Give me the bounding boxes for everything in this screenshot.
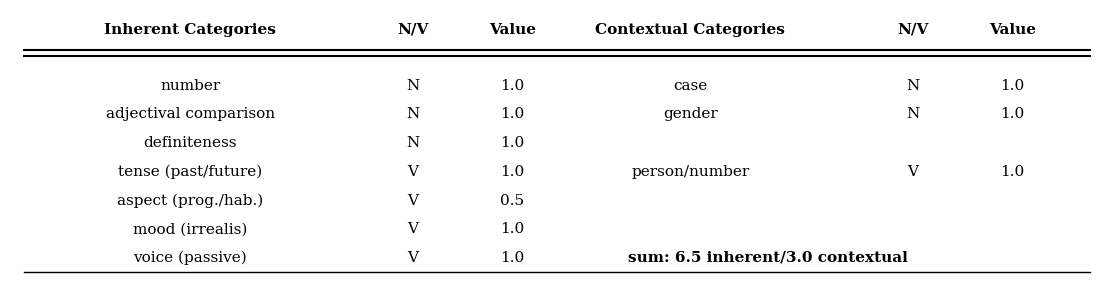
Text: N: N: [405, 79, 419, 93]
Text: N/V: N/V: [897, 23, 928, 37]
Text: N/V: N/V: [397, 23, 428, 37]
Text: 1.0: 1.0: [1000, 165, 1025, 179]
Text: definiteness: definiteness: [144, 136, 237, 150]
Text: tense (past/future): tense (past/future): [118, 165, 263, 179]
Text: mood (irrealis): mood (irrealis): [133, 222, 247, 236]
Text: case: case: [673, 79, 707, 93]
Text: V: V: [407, 165, 418, 179]
Text: V: V: [407, 194, 418, 208]
Text: Contextual Categories: Contextual Categories: [595, 23, 785, 37]
Text: 1.0: 1.0: [500, 165, 525, 179]
Text: N: N: [405, 136, 419, 150]
Text: sum: 6.5 inherent/3.0 contextual: sum: 6.5 inherent/3.0 contextual: [628, 251, 908, 265]
Text: 1.0: 1.0: [500, 136, 525, 150]
Text: N: N: [906, 79, 919, 93]
Text: adjectival comparison: adjectival comparison: [106, 107, 275, 121]
Text: person/number: person/number: [632, 165, 750, 179]
Text: 1.0: 1.0: [500, 251, 525, 265]
Text: Value: Value: [489, 23, 536, 37]
Text: aspect (prog./hab.): aspect (prog./hab.): [117, 193, 263, 208]
Text: 1.0: 1.0: [1000, 79, 1025, 93]
Text: V: V: [407, 251, 418, 265]
Text: Value: Value: [989, 23, 1036, 37]
Text: V: V: [907, 165, 918, 179]
Text: 1.0: 1.0: [500, 222, 525, 236]
Text: Inherent Categories: Inherent Categories: [105, 23, 276, 37]
Text: V: V: [407, 222, 418, 236]
Text: 0.5: 0.5: [500, 194, 525, 208]
Text: voice (passive): voice (passive): [134, 251, 247, 265]
Text: 1.0: 1.0: [1000, 107, 1025, 121]
Text: number: number: [160, 79, 221, 93]
Text: N: N: [405, 107, 419, 121]
Text: 1.0: 1.0: [500, 79, 525, 93]
Text: gender: gender: [663, 107, 717, 121]
Text: N: N: [906, 107, 919, 121]
Text: 1.0: 1.0: [500, 107, 525, 121]
